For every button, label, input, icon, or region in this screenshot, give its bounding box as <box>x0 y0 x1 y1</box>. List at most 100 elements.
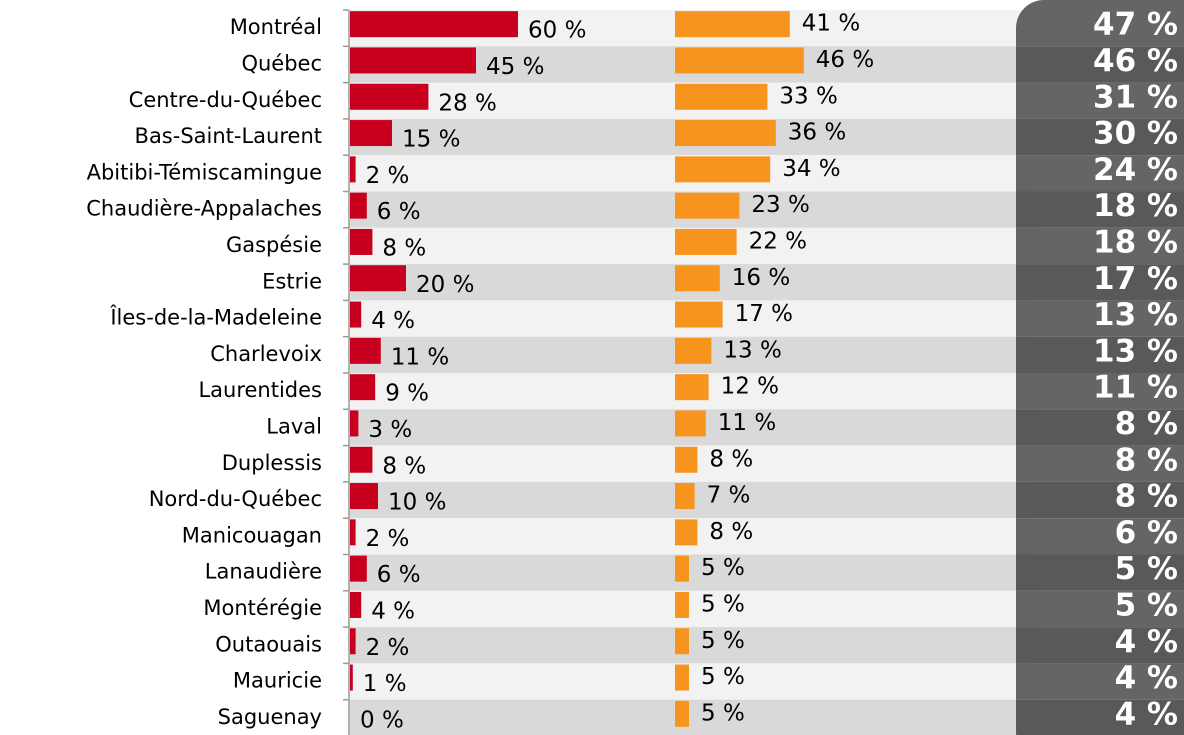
bar <box>350 664 353 691</box>
bar <box>675 483 695 510</box>
bar <box>350 591 362 618</box>
bar <box>350 410 359 437</box>
bar <box>350 301 362 328</box>
total-label: 8 % <box>1115 479 1178 515</box>
total-label: 18 % <box>1093 224 1178 260</box>
total-label: 31 % <box>1093 79 1178 115</box>
value-label: 3 % <box>368 417 412 443</box>
value-label: 6 % <box>377 562 421 588</box>
row-stripe <box>350 699 1036 735</box>
total-cell <box>1016 518 1184 555</box>
category-label: Saguenay <box>218 705 322 729</box>
category-label: Outaouais <box>215 632 322 656</box>
bar <box>675 591 689 618</box>
total-label: 17 % <box>1093 261 1178 297</box>
total-cell <box>1016 590 1184 628</box>
value-label: 22 % <box>749 228 807 254</box>
total-cell <box>1016 300 1184 337</box>
value-label: 1 % <box>363 671 407 697</box>
value-label: 60 % <box>528 18 586 44</box>
row-stripe <box>350 590 1036 628</box>
category-label: Chaudière-Appalaches <box>86 197 322 221</box>
value-label: 9 % <box>385 381 429 407</box>
category-label: Charlevoix <box>210 342 322 366</box>
value-label: 33 % <box>779 83 837 109</box>
bar <box>675 83 768 110</box>
total-column <box>1016 0 1184 735</box>
total-label: 11 % <box>1093 370 1178 406</box>
total-label: 5 % <box>1115 551 1178 587</box>
value-label: 12 % <box>721 374 779 400</box>
category-label: Bas-Saint-Laurent <box>135 124 322 148</box>
value-label: 5 % <box>701 555 745 581</box>
total-label: 13 % <box>1093 297 1178 333</box>
category-label: Laval <box>266 414 322 438</box>
row-stripe <box>350 663 1036 700</box>
category-label: Mauricie <box>233 669 322 693</box>
value-label: 5 % <box>701 591 745 617</box>
bar <box>675 337 712 364</box>
bar <box>675 410 706 437</box>
bar <box>675 192 740 219</box>
bar <box>350 446 373 473</box>
bar <box>350 228 373 255</box>
total-cell <box>1016 155 1184 192</box>
value-label: 2 % <box>366 635 410 661</box>
value-label: 13 % <box>723 337 781 363</box>
value-label: 2 % <box>366 163 410 189</box>
category-label: Laurentides <box>198 378 322 402</box>
category-label: Centre-du-Québec <box>129 88 322 112</box>
total-cell <box>1016 554 1184 591</box>
total-cell <box>1016 82 1184 119</box>
total-cell <box>1016 445 1184 482</box>
bar <box>675 700 689 727</box>
value-label: 11 % <box>391 344 449 370</box>
value-label: 28 % <box>438 90 496 116</box>
value-label: 8 % <box>709 519 753 545</box>
total-label: 13 % <box>1093 333 1178 369</box>
value-label: 8 % <box>709 446 753 472</box>
total-label: 8 % <box>1115 442 1178 478</box>
total-label: 6 % <box>1115 515 1178 551</box>
row-stripe <box>350 554 1036 591</box>
total-cell <box>1016 627 1184 664</box>
total-cell <box>1016 336 1184 373</box>
bar <box>675 301 723 328</box>
bar <box>675 120 776 147</box>
bar <box>675 374 709 401</box>
bar <box>675 519 698 546</box>
total-label: 8 % <box>1115 406 1178 442</box>
value-label: 20 % <box>416 272 474 298</box>
bar <box>350 192 367 219</box>
bar <box>350 156 356 183</box>
value-label: 11 % <box>718 410 776 436</box>
bar <box>350 374 376 401</box>
total-cell <box>1016 663 1184 700</box>
bar <box>675 664 689 691</box>
total-cell <box>1016 264 1184 301</box>
bar <box>350 265 406 292</box>
value-label: 16 % <box>732 265 790 291</box>
row-stripe <box>350 627 1036 664</box>
total-label: 4 % <box>1115 696 1178 732</box>
bar <box>350 337 381 364</box>
bar <box>675 156 771 183</box>
category-label: Montérégie <box>203 596 322 620</box>
total-cell <box>1016 227 1184 265</box>
total-cell <box>1016 373 1184 410</box>
bar <box>350 555 367 582</box>
category-label: Abitibi-Témiscamingue <box>87 160 322 184</box>
total-label: 18 % <box>1093 188 1178 224</box>
value-label: 7 % <box>707 483 751 509</box>
value-label: 45 % <box>486 54 544 80</box>
category-label: Québec <box>241 51 322 75</box>
value-label: 4 % <box>371 308 415 334</box>
total-label: 47 % <box>1093 7 1178 43</box>
total-cell <box>1016 118 1184 156</box>
value-label: 46 % <box>816 47 874 73</box>
value-label: 2 % <box>366 526 410 552</box>
total-label: 5 % <box>1115 587 1178 623</box>
bar <box>675 555 689 582</box>
bar <box>675 265 720 292</box>
